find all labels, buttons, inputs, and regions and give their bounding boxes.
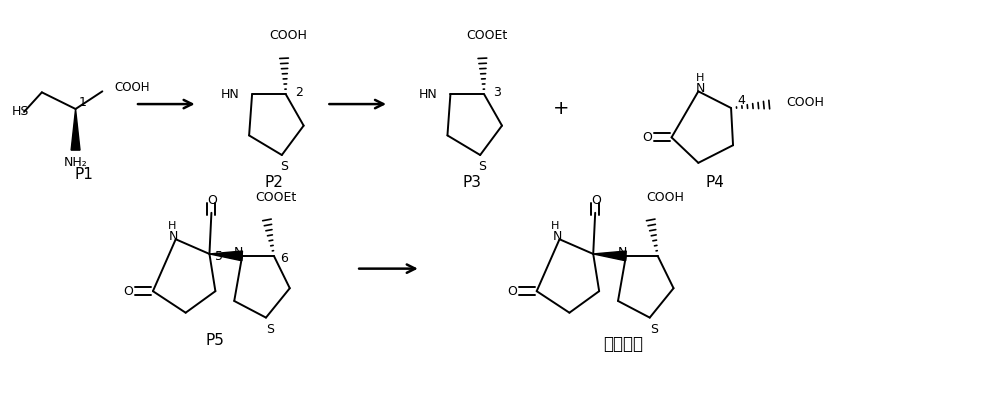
Text: N: N xyxy=(553,230,562,243)
Text: S: S xyxy=(478,160,486,173)
Text: O: O xyxy=(642,131,652,144)
Text: COOH: COOH xyxy=(269,29,307,42)
Text: S: S xyxy=(650,323,658,336)
Text: N: N xyxy=(696,82,705,95)
Text: N: N xyxy=(169,230,178,243)
Text: 6: 6 xyxy=(280,252,288,265)
Text: HN: HN xyxy=(220,88,239,101)
Text: O: O xyxy=(207,194,217,207)
Text: COOEt: COOEt xyxy=(255,190,297,204)
Text: 匹多莫德: 匹多莫德 xyxy=(603,335,643,353)
Polygon shape xyxy=(209,251,242,261)
Text: 3: 3 xyxy=(493,86,501,99)
Text: COOH: COOH xyxy=(114,81,150,94)
Text: P5: P5 xyxy=(206,333,225,348)
Text: O: O xyxy=(591,194,601,207)
Text: 1: 1 xyxy=(79,96,86,109)
Text: P2: P2 xyxy=(264,175,283,190)
Polygon shape xyxy=(593,251,626,261)
Text: COOH: COOH xyxy=(647,190,685,204)
Text: 5: 5 xyxy=(215,250,223,263)
Text: 2: 2 xyxy=(295,86,303,99)
Text: N: N xyxy=(234,247,243,260)
Text: S: S xyxy=(266,323,274,336)
Text: S: S xyxy=(280,160,288,173)
Text: H: H xyxy=(696,72,705,83)
Text: H: H xyxy=(168,221,176,230)
Text: NH₂: NH₂ xyxy=(64,156,87,169)
Text: O: O xyxy=(123,284,133,298)
Text: P4: P4 xyxy=(706,175,725,190)
Text: N: N xyxy=(617,247,627,260)
Text: H: H xyxy=(551,221,560,230)
Text: HS: HS xyxy=(12,105,29,118)
Text: HN: HN xyxy=(419,88,438,101)
Text: +: + xyxy=(553,99,570,118)
Text: O: O xyxy=(507,284,517,298)
Polygon shape xyxy=(71,109,80,150)
Text: P3: P3 xyxy=(463,175,482,190)
Text: COOEt: COOEt xyxy=(466,29,508,42)
Text: P1: P1 xyxy=(74,167,93,182)
Text: 4: 4 xyxy=(737,94,745,107)
Text: COOH: COOH xyxy=(787,96,824,109)
